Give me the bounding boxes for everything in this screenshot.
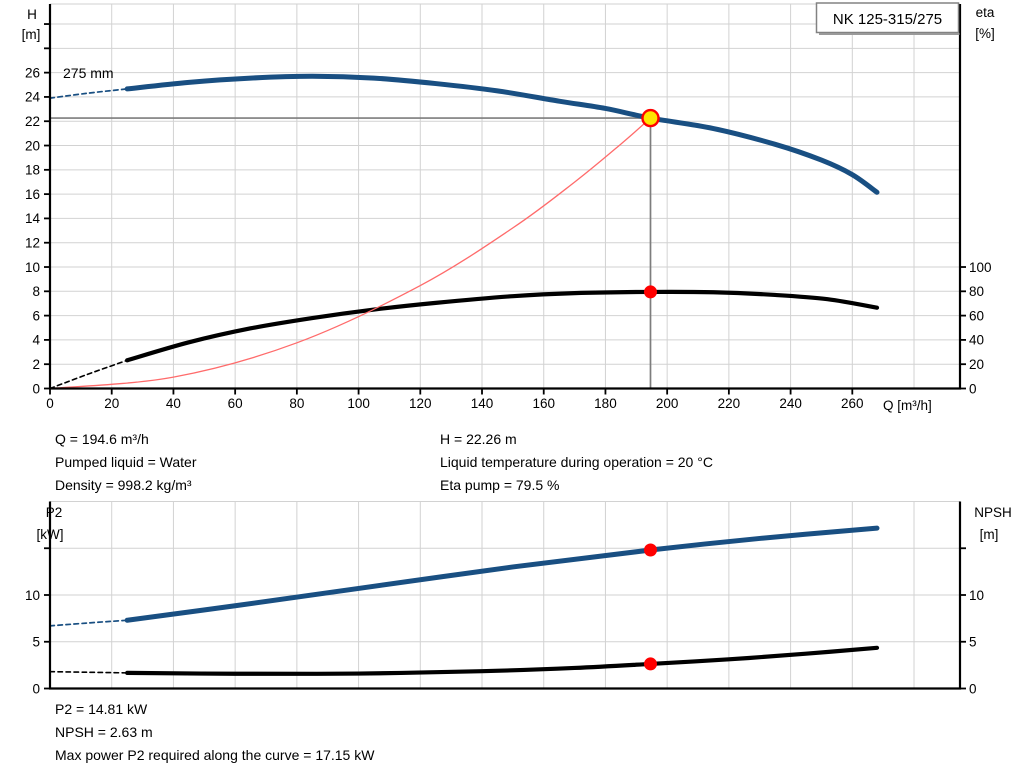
h-axis-label: H	[27, 7, 37, 22]
p2-point	[643, 543, 657, 557]
duty-point[interactable]	[641, 108, 660, 128]
y-left-tick-label: 12	[25, 236, 40, 251]
q-axis-label: Q [m³/h]	[883, 398, 932, 413]
x-tick-label: 120	[409, 396, 432, 411]
y-left-tick-label: 16	[25, 187, 40, 202]
y-left-tick-label: 24	[25, 90, 41, 105]
x-tick-label: 220	[718, 396, 741, 411]
y-left-tick-label: 4	[32, 333, 40, 348]
y-right-tick-label: 80	[969, 284, 984, 299]
y-left-tick-label: 10	[25, 260, 40, 275]
eta-axis-label: eta	[976, 5, 995, 20]
npsh-axis-unit: [m]	[980, 527, 999, 542]
npsh-axis-label: NPSH	[974, 505, 1012, 520]
y-right-tick-label: 40	[969, 333, 984, 348]
info-flow: Q = 194.6 m³/h	[55, 431, 149, 447]
x-tick-label: 100	[347, 396, 370, 411]
npsh-curve-dashed	[49, 670, 128, 674]
y-right-tick-label: 10	[969, 588, 984, 603]
p2-axis-label: P2	[46, 505, 63, 520]
system-curve	[49, 117, 652, 390]
x-tick-label: 20	[104, 396, 119, 411]
x-tick-label: 200	[656, 396, 679, 411]
hq-plot-area: 0 20 40 60 80 100 120 140 160 180 200 220 240 2600246…	[25, 3, 992, 411]
x-tick-label: 60	[228, 396, 243, 411]
y-right-tick-label: 60	[969, 308, 984, 323]
h-axis-unit: [m]	[22, 27, 41, 42]
npsh-point	[643, 657, 657, 671]
info-density: Density = 998.2 kg/m³	[55, 477, 192, 493]
p2-curve	[124, 525, 880, 623]
impeller-diameter-label: 275 mm	[63, 65, 114, 81]
y-left-tick-label: 0	[32, 381, 40, 396]
p2-curve-dashed	[49, 619, 128, 627]
info-head: H = 22.26 m	[440, 431, 517, 447]
result-max-power: Max power P2 required along the curve = …	[55, 747, 375, 763]
efficiency-curve	[125, 289, 880, 363]
y-left-tick-label: 22	[25, 114, 40, 129]
y-left-tick-label: 20	[25, 138, 40, 153]
x-tick-label: 260	[841, 396, 864, 411]
x-tick-label: 80	[289, 396, 304, 411]
pump-model-frame	[815, 2, 960, 34]
y-left-tick-label: 5	[32, 635, 40, 650]
x-tick-label: 140	[471, 396, 494, 411]
y-left-tick-label: 14	[25, 211, 41, 226]
y-right-tick-label: 100	[969, 260, 992, 275]
y-left-tick-label: 2	[32, 357, 40, 372]
y-left-tick-label: 8	[32, 284, 40, 299]
y-left-tick-label: 0	[32, 681, 40, 696]
y-right-tick-label: 0	[969, 381, 977, 396]
y-right-tick-label: 0	[969, 681, 977, 696]
y-left-tick-label: 18	[25, 163, 40, 178]
p2-axis-unit: [kW]	[37, 527, 64, 542]
p2-npsh-plot-area: 0 5 10 0 5 10	[25, 501, 984, 696]
pump-model-label: NK 125-315/275	[833, 11, 942, 28]
y-left-tick-label: 6	[32, 308, 40, 323]
y-left-tick-label: 10	[25, 588, 40, 603]
eta-axis-unit: [%]	[975, 26, 995, 41]
x-tick-label: 0	[46, 396, 54, 411]
x-tick-label: 40	[166, 396, 181, 411]
info-pumped-liquid: Pumped liquid = Water	[55, 454, 197, 470]
pump-model-box: NK 125-315/275	[815, 2, 960, 35]
x-tick-label: 240	[779, 396, 802, 411]
result-p2: P2 = 14.81 kW	[55, 701, 148, 717]
x-tick-label: 160	[532, 396, 555, 411]
x-tick-label: 180	[594, 396, 617, 411]
y-right-tick-label: 5	[969, 635, 977, 650]
y-right-tick-label: 20	[969, 357, 984, 372]
head-curve-275mm	[124, 73, 880, 195]
y-left-tick-label: 26	[25, 65, 40, 80]
info-eta-pump: Eta pump = 79.5 %	[440, 477, 559, 493]
head-curve-275mm-dashed	[49, 88, 128, 100]
info-liquid-temperature: Liquid temperature during operation = 20…	[440, 454, 713, 470]
npsh-curve	[125, 645, 880, 676]
result-npsh: NPSH = 2.63 m	[55, 724, 153, 740]
efficiency-curve-dashed	[49, 359, 128, 390]
eta-point	[643, 285, 657, 299]
